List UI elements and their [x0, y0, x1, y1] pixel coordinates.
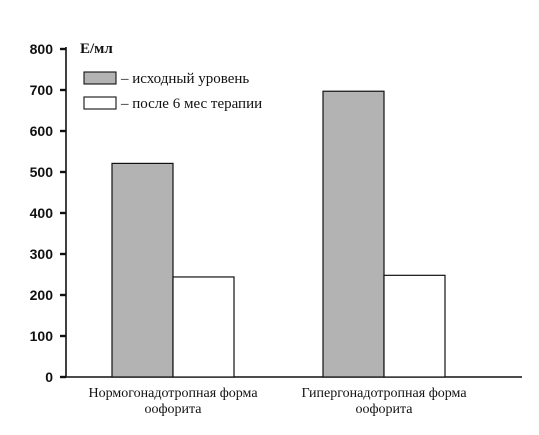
legend-label: – исходный уровень	[120, 71, 249, 87]
legend-swatch	[83, 96, 117, 110]
y-tick-label: 500	[30, 164, 54, 180]
y-tick-label: 700	[30, 82, 54, 98]
category-label: Гипергонадотропная форма оофорита	[301, 386, 467, 417]
category-label: Нормогонадотропная форма оофорита	[88, 386, 258, 417]
category-label-line: Гипергонадотропная форма	[301, 386, 467, 401]
legend-swatch	[83, 71, 117, 85]
category-label-line: Нормогонадотропная форма	[88, 386, 258, 401]
bar-after-therapy	[172, 276, 235, 378]
bar-baseline	[111, 162, 174, 378]
legend-label: – после 6 мес терапии	[120, 96, 262, 112]
y-tick-label: 300	[30, 246, 54, 262]
y-tick-label: 0	[45, 369, 53, 385]
y-tick-label: 600	[30, 123, 54, 139]
y-tick-label: 100	[30, 328, 54, 344]
bar-baseline	[322, 90, 385, 378]
y-tick-label: 400	[30, 205, 54, 221]
category-label-line: оофорита	[144, 402, 202, 417]
bar-after-therapy	[383, 274, 446, 378]
category-label-line: оофорита	[355, 402, 413, 417]
y-unit-label: Е/мл	[80, 41, 113, 57]
y-tick-label: 200	[30, 287, 54, 303]
y-tick-label: 800	[30, 41, 54, 57]
